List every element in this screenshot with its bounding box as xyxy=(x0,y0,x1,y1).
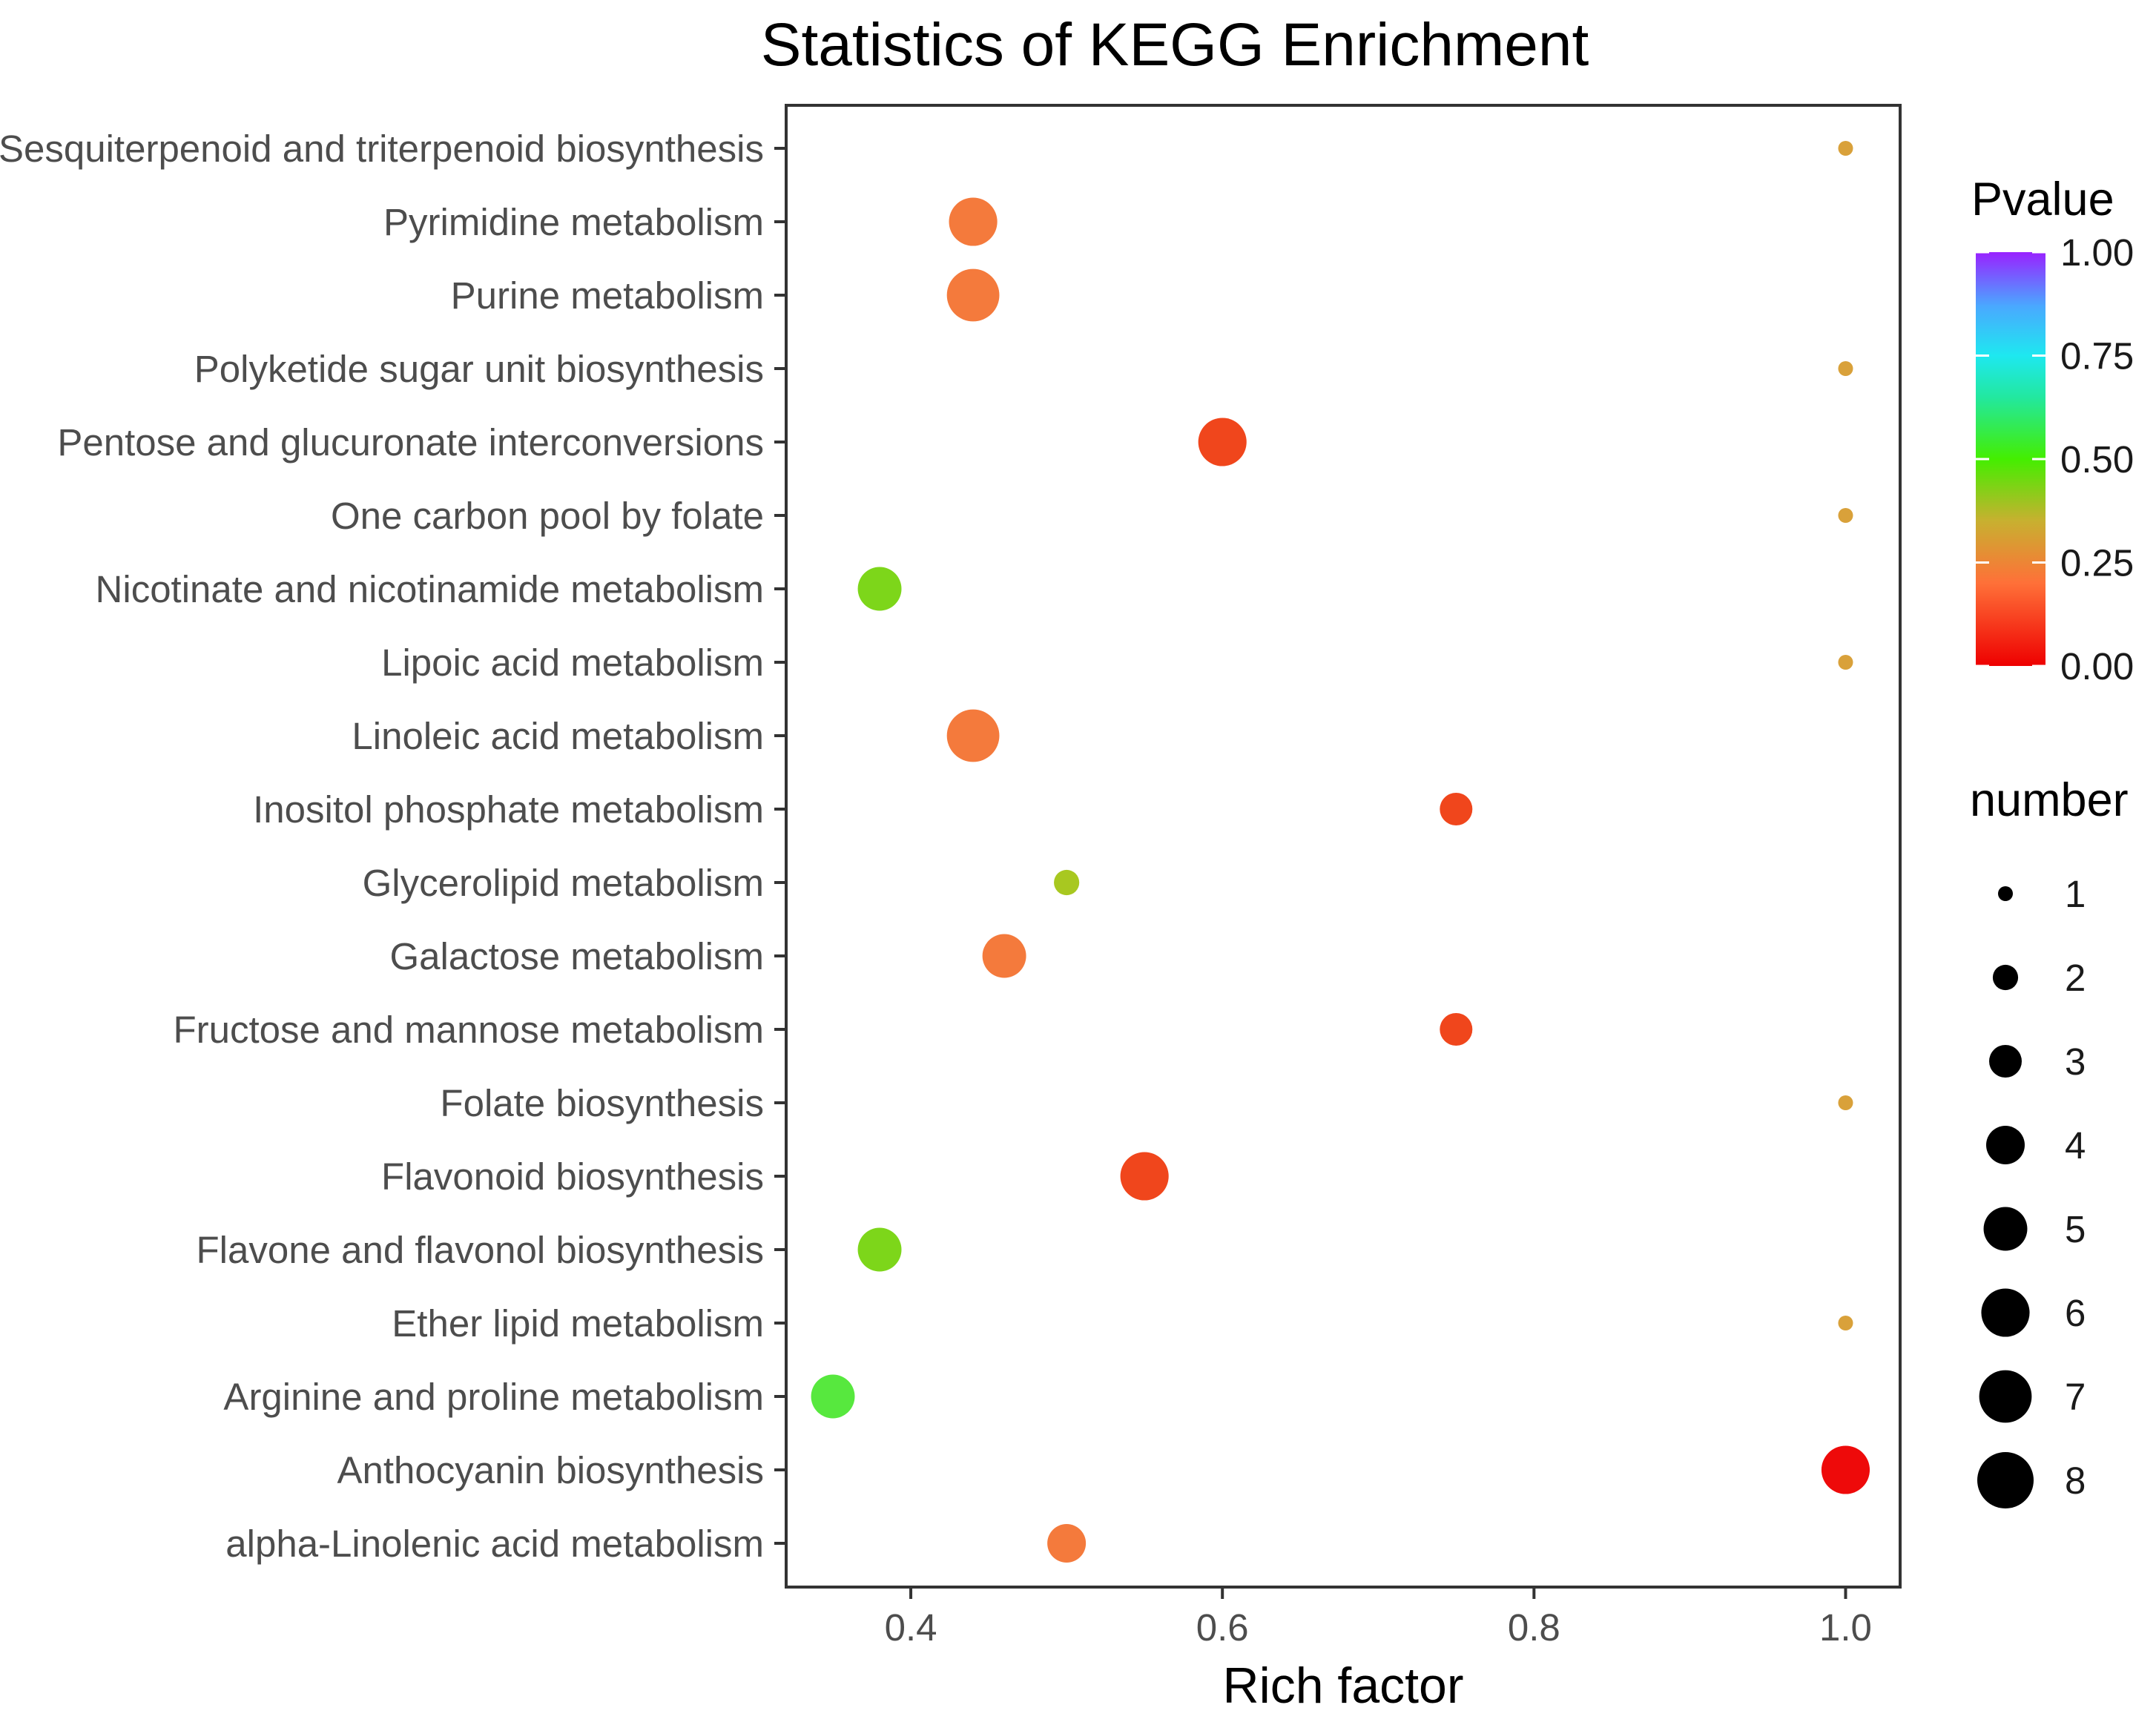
point-nicotinate-and-nicotinamide-metabolism xyxy=(857,567,902,611)
x-tick-label: 0.8 xyxy=(1508,1606,1560,1649)
point-linoleic-acid-metabolism xyxy=(946,709,1000,762)
number-legend-label: 8 xyxy=(2065,1460,2086,1502)
y-tick-label: Sesquiterpenoid and triterpenoid biosynt… xyxy=(0,128,764,170)
x-axis-title: Rich factor xyxy=(1223,1658,1464,1714)
data-points xyxy=(811,141,1870,1563)
y-tick-label: Nicotinate and nicotinamide metabolism xyxy=(96,568,764,610)
point-inositol-phosphate-metabolism xyxy=(1440,793,1473,825)
y-tick-label: Lipoic acid metabolism xyxy=(381,641,764,684)
colorbar-tick-label: 0.50 xyxy=(2060,438,2134,481)
number-legend-items: 1 2 3 4 5 6 7 8 xyxy=(1977,873,2086,1508)
point-purine-metabolism xyxy=(946,268,1000,322)
y-tick-label: Ether lipid metabolism xyxy=(392,1302,764,1345)
chart-title: Statistics of KEGG Enrichment xyxy=(761,11,1589,79)
number-legend-label: 3 xyxy=(2065,1040,2086,1083)
x-axis: 0.4 0.6 0.8 1.0 xyxy=(885,1587,1872,1649)
number-legend-dot xyxy=(1977,1452,2034,1508)
y-tick-label: Polyketide sugar unit biosynthesis xyxy=(194,348,764,390)
point-polyketide-sugar-unit-biosynthesis xyxy=(1838,361,1853,376)
y-tick-label: Folate biosynthesis xyxy=(440,1082,764,1124)
y-tick-label: Galactose metabolism xyxy=(389,935,764,977)
number-legend-label: 5 xyxy=(2065,1208,2086,1250)
number-legend-label: 2 xyxy=(2065,957,2086,999)
colorbar-tick-label: 1.00 xyxy=(2060,231,2134,274)
y-tick-label: Glycerolipid metabolism xyxy=(363,862,764,904)
number-legend-dot xyxy=(1981,1288,2030,1337)
number-legend-label: 6 xyxy=(2065,1292,2086,1334)
y-tick-label: Pyrimidine metabolism xyxy=(383,201,764,243)
plot-panel-border xyxy=(785,104,1902,1589)
number-legend-dot xyxy=(1979,1370,2032,1423)
colorbar-tick-label: 0.75 xyxy=(2060,335,2134,377)
x-tick-label: 1.0 xyxy=(1819,1606,1872,1649)
point-ether-lipid-metabolism xyxy=(1838,1316,1853,1330)
x-tick-label: 0.4 xyxy=(885,1606,937,1649)
y-tick-label: Purine metabolism xyxy=(451,274,764,317)
y-tick-label: Arginine and proline metabolism xyxy=(223,1376,764,1418)
colorbar-tick-label: 0.25 xyxy=(2060,542,2134,584)
pvalue-legend: Pvalue 1.00 0.75 0.50 0.25 0.00 xyxy=(1971,174,2134,687)
y-tick-label: One carbon pool by folate xyxy=(331,495,764,537)
point-pyrimidine-metabolism xyxy=(949,197,998,246)
point-alpha-linolenic-acid-metabolism xyxy=(1047,1524,1087,1563)
point-galactose-metabolism xyxy=(982,934,1026,978)
number-legend-label: 1 xyxy=(2065,873,2086,915)
point-lipoic-acid-metabolism xyxy=(1838,655,1853,670)
y-axis: Sesquiterpenoid and triterpenoid biosynt… xyxy=(0,128,786,1565)
point-pentose-and-glucuronate-interconversions xyxy=(1198,418,1247,466)
point-glycerolipid-metabolism xyxy=(1054,869,1080,896)
y-tick-label: Fructose and mannose metabolism xyxy=(173,1009,764,1051)
point-flavonoid-biosynthesis xyxy=(1120,1152,1169,1201)
point-folate-biosynthesis xyxy=(1838,1095,1853,1110)
number-legend-label: 4 xyxy=(2065,1124,2086,1167)
number-legend-dot xyxy=(1983,1207,2028,1251)
number-legend-dot xyxy=(1992,964,2019,991)
pvalue-legend-title: Pvalue xyxy=(1971,174,2114,225)
y-tick-label: Inositol phosphate metabolism xyxy=(253,788,764,831)
number-legend: number 1 2 3 4 5 6 7 8 xyxy=(1970,774,2129,1508)
y-tick-label: alpha-Linolenic acid metabolism xyxy=(225,1523,764,1565)
point-anthocyanin-biosynthesis xyxy=(1821,1445,1870,1494)
number-legend-title: number xyxy=(1970,774,2129,826)
point-flavone-and-flavonol-biosynthesis xyxy=(857,1227,902,1272)
x-tick-label: 0.6 xyxy=(1196,1606,1249,1649)
number-legend-dot xyxy=(1989,1045,2022,1078)
point-fructose-and-mannose-metabolism xyxy=(1440,1013,1473,1046)
point-arginine-and-proline-metabolism xyxy=(811,1374,855,1419)
y-tick-label: Flavonoid biosynthesis xyxy=(381,1155,764,1198)
point-sesquiterpenoid-and-triterpenoid-biosynthesis xyxy=(1838,141,1853,156)
number-legend-dot xyxy=(1986,1126,2025,1164)
pvalue-legend-ticks: 1.00 0.75 0.50 0.25 0.00 xyxy=(1976,231,2134,687)
point-one-carbon-pool-by-folate xyxy=(1838,508,1853,523)
y-tick-label: Pentose and glucuronate interconversions xyxy=(57,421,764,464)
y-tick-label: Flavone and flavonol biosynthesis xyxy=(197,1229,764,1271)
colorbar-tick-label: 0.00 xyxy=(2060,645,2134,687)
plot-area: Sesquiterpenoid and triterpenoid biosynt… xyxy=(0,104,1902,1649)
y-tick-label: Anthocyanin biosynthesis xyxy=(337,1449,764,1491)
y-tick-label: Linoleic acid metabolism xyxy=(352,715,764,757)
number-legend-dot xyxy=(1998,886,2013,901)
number-legend-label: 7 xyxy=(2065,1376,2086,1418)
